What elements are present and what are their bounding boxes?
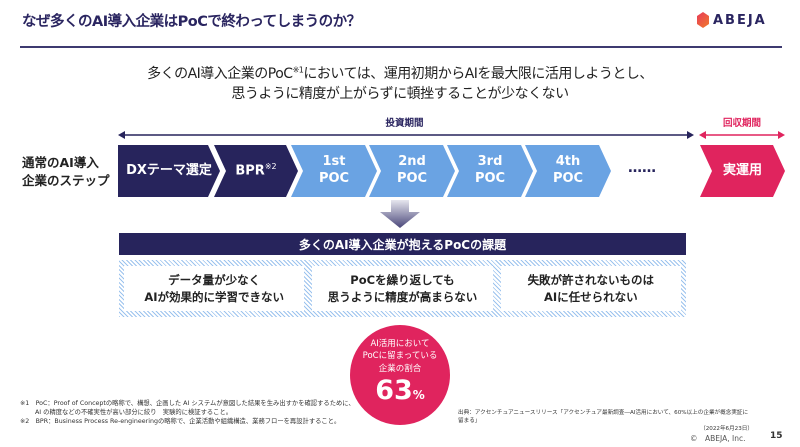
invest-period-label: 投資期間 (385, 118, 424, 129)
abeja-logo: ABEJA (697, 12, 767, 28)
issue-text: データ量が少なく (168, 273, 261, 288)
recover-period-label: 回収期間 (722, 118, 761, 129)
step-bpr: BPR※2 (214, 145, 298, 197)
slide-title: なぜ多くのAI導入企業はPoCで終わってしまうのか？ (22, 14, 361, 30)
step-4th-poc: 4th POC (525, 145, 611, 197)
source-line: 出典：アクセンチュアニュースリリース「アクセンチュア最新調査―AI活用において、… (458, 410, 749, 424)
down-arrow-icon (380, 200, 420, 228)
issue-text: AIが効果的に学習できない (144, 289, 284, 304)
issue-text: 失敗が許されないものは (527, 273, 655, 288)
issues-panel: データ量が少なく AIが効果的に学習できない PoCを繰り返しても 思うように精度が… (119, 260, 686, 317)
footnote: ※2 BPR：Business Process Re-engineeringの略… (20, 417, 341, 425)
issue-text: AIに任せられない (543, 289, 638, 304)
steps-label-line: 企業のステップ (22, 172, 110, 188)
step-label: POC (318, 171, 350, 186)
stat-circle: AI活用において PoCに留まっている 企業の割合 63% (350, 325, 450, 425)
step-3rd-poc: 3rd POC (447, 145, 533, 197)
title-divider (20, 46, 782, 48)
issue-card: 失敗が許されないものは AIに任せられない (500, 266, 681, 311)
step-label: DXテーマ選定 (126, 162, 212, 178)
step-dx-theme: DXテーマ選定 (118, 145, 220, 197)
steps-label-line: 通常のAI導入 (22, 155, 99, 170)
step-label: 実運用 (722, 162, 762, 178)
step-label: 3rd (477, 154, 503, 170)
steps-label: 通常のAI導入 企業のステップ (22, 154, 110, 189)
stat-caption: 企業の割合 (378, 363, 422, 374)
issue-card: データ量が少なく AIが効果的に学習できない (124, 266, 305, 311)
footnote-ref: ※2 (264, 161, 277, 171)
step-label: POC (474, 171, 506, 186)
stat-unit: % (412, 387, 425, 402)
stat-value: 63% (350, 375, 450, 407)
ellipsis: …… (628, 160, 656, 176)
step-label: POC (396, 171, 428, 186)
source-note: 出典：アクセンチュアニュースリリース「アクセンチュア最新調査―AI活用において、… (458, 410, 753, 433)
source-line: （2022年6月23日） (700, 425, 753, 432)
logo-text: ABEJA (713, 12, 767, 28)
lead-line-1: 多くのAI導入企業のPoC※1においては、運用初期からAIを最大限に活用しようと… (0, 63, 800, 83)
footnotes: ※1 PoC：Proof of Conceptの略称で、構想、企画した AI シ… (20, 400, 355, 426)
lead-text: においては、運用初期からAIを最大限に活用しようとし、 (303, 66, 653, 82)
page-number: 15 (770, 431, 783, 441)
footnote: ※1 PoC：Proof of Conceptの略称で、構想、企画した AI シ… (20, 400, 355, 407)
copyright: © ABEJA, Inc. (690, 434, 746, 443)
issue-card: PoCを繰り返しても 思うように精度が高まらない (312, 266, 493, 311)
stat-number: 63 (375, 374, 413, 406)
step-label: 2nd (398, 154, 426, 170)
stat-caption: PoCに留まっている (362, 351, 438, 362)
issues-title: 多くのAI導入企業が抱えるPoCの課題 (119, 233, 686, 255)
recover-period-arrow (699, 131, 785, 139)
lead-text: 多くのAI導入企業のPoC (147, 66, 293, 82)
step-production: 実運用 (700, 145, 785, 197)
lead-line-2: 思うように精度が上がらずに頓挫することが少なくない (231, 86, 569, 102)
stat-caption: AI活用において (370, 339, 430, 349)
step-2nd-poc: 2nd POC (369, 145, 455, 197)
step-1st-poc: 1st POC (291, 145, 377, 197)
issue-text: 思うように精度が高まらない (327, 289, 478, 304)
invest-period-arrow (118, 131, 694, 139)
footnote-ref: ※1 (292, 65, 304, 75)
step-label: POC (552, 171, 584, 186)
step-label: 1st (322, 154, 346, 170)
logo-icon (697, 12, 709, 28)
footnote: AI の精度などの不確実性が高い部分に絞り 実験的に検証すること。 (35, 408, 233, 416)
step-label: BPR (235, 163, 265, 179)
issue-text: PoCを繰り返しても (350, 273, 455, 288)
step-label: 4th (555, 154, 581, 170)
